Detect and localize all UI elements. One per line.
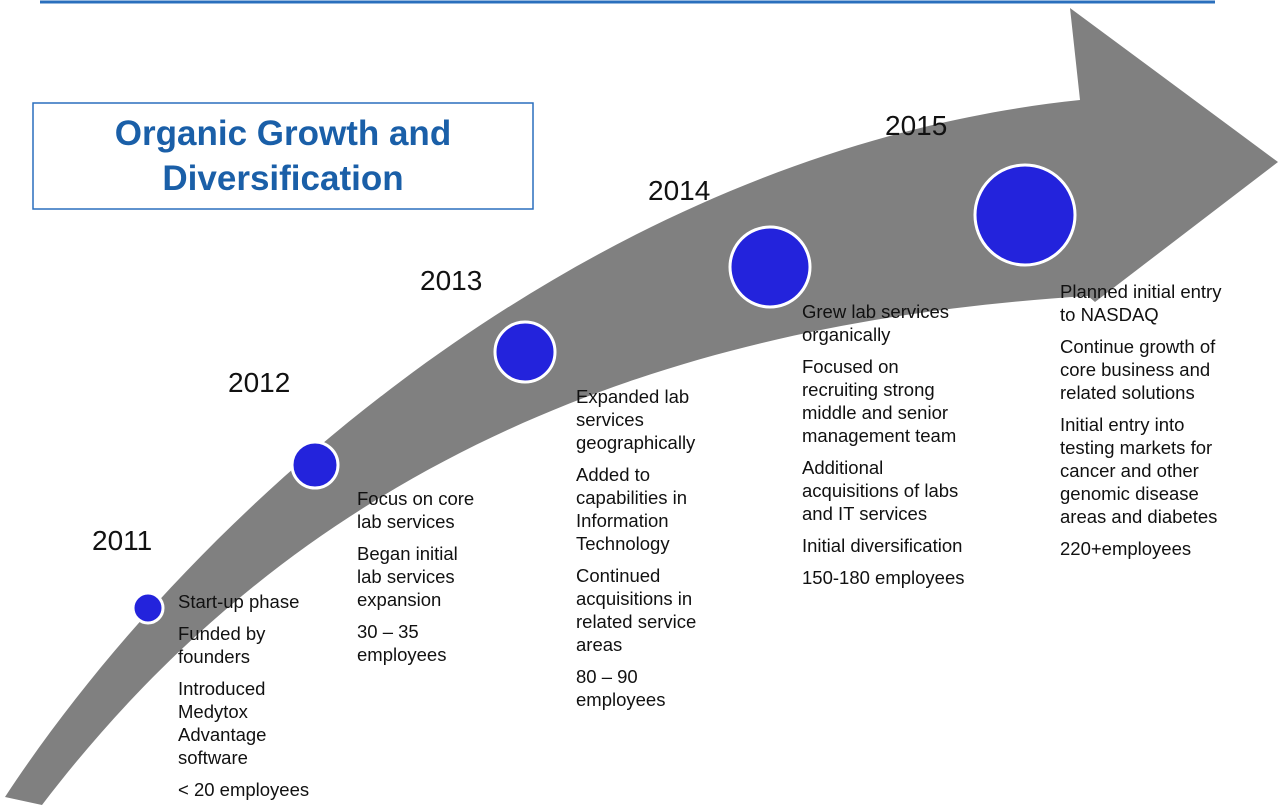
milestone-text: Continued xyxy=(576,565,660,586)
year-label: 2014 xyxy=(648,175,710,206)
milestone-text: 150-180 employees xyxy=(802,567,965,588)
milestone-text: Medytox xyxy=(178,701,249,722)
milestone-text: Funded by xyxy=(178,623,266,644)
milestone-text: management team xyxy=(802,425,956,446)
milestone-text: Added to xyxy=(576,464,650,485)
title-line: Organic Growth and xyxy=(115,114,451,153)
milestone-text: and IT services xyxy=(802,503,927,524)
milestone-text: Planned initial entry xyxy=(1060,281,1222,302)
milestone-text: related solutions xyxy=(1060,382,1195,403)
title-box xyxy=(32,102,534,210)
milestone-text: Continue growth of xyxy=(1060,336,1216,357)
milestone-text: cancer and other xyxy=(1060,460,1199,481)
milestone-dot xyxy=(290,440,340,490)
milestone-text: genomic disease xyxy=(1060,483,1199,504)
year-label: 2013 xyxy=(420,265,482,296)
milestone-text: Additional xyxy=(802,457,883,478)
growth-arrow xyxy=(5,8,1278,805)
milestone-text: related service xyxy=(576,611,696,632)
milestone-text: Began initial xyxy=(357,543,458,564)
milestone-text: testing markets for xyxy=(1060,437,1212,458)
milestone-text: geographically xyxy=(576,432,696,453)
milestone-text: areas and diabetes xyxy=(1060,506,1217,527)
milestone-text: expansion xyxy=(357,589,441,610)
milestone-text: Advantage xyxy=(178,724,266,745)
milestone-text: areas xyxy=(576,634,622,655)
milestone-text: acquisitions of labs xyxy=(802,480,958,501)
year-label: 2011 xyxy=(92,525,152,556)
milestone-text: Focus on core xyxy=(357,488,474,509)
milestone-text: services xyxy=(576,409,644,430)
milestone-text: lab services xyxy=(357,566,455,587)
milestone-text: founders xyxy=(178,646,250,667)
milestone-text: Information xyxy=(576,510,669,531)
milestone-text: software xyxy=(178,747,248,768)
milestone-text: Expanded lab xyxy=(576,386,689,407)
milestone-text: middle and senior xyxy=(802,402,948,423)
milestone-text: capabilities in xyxy=(576,487,687,508)
milestone-text: Grew lab services xyxy=(802,301,949,322)
milestone-text: to NASDAQ xyxy=(1060,304,1159,325)
milestone-text: Start-up phase xyxy=(178,591,299,612)
milestone-text: Technology xyxy=(576,533,670,554)
milestone-text: employees xyxy=(576,689,665,710)
milestone-text: 30 – 35 xyxy=(357,621,419,642)
milestone-text: Initial entry into xyxy=(1060,414,1184,435)
title-line: Diversification xyxy=(162,159,403,198)
milestone-dot xyxy=(973,163,1077,267)
milestone-text: lab services xyxy=(357,511,455,532)
milestone-text: Introduced xyxy=(178,678,265,699)
milestone-dot xyxy=(728,225,812,309)
milestone-text: Initial diversification xyxy=(802,535,962,556)
milestone-text: core business and xyxy=(1060,359,1210,380)
milestone-text: < 20 employees xyxy=(178,779,309,800)
circles xyxy=(131,163,1077,625)
milestone-text: organically xyxy=(802,324,891,345)
milestone-text: recruiting strong xyxy=(802,379,935,400)
milestone-dot xyxy=(131,591,165,625)
milestone-text: 220+employees xyxy=(1060,538,1191,559)
milestone-text: employees xyxy=(357,644,446,665)
milestone-text: Focused on xyxy=(802,356,899,377)
year-label: 2015 xyxy=(885,110,947,141)
milestone-text: acquisitions in xyxy=(576,588,692,609)
milestone-text: 80 – 90 xyxy=(576,666,638,687)
year-label: 2012 xyxy=(228,367,290,398)
milestone-dot xyxy=(493,320,557,384)
